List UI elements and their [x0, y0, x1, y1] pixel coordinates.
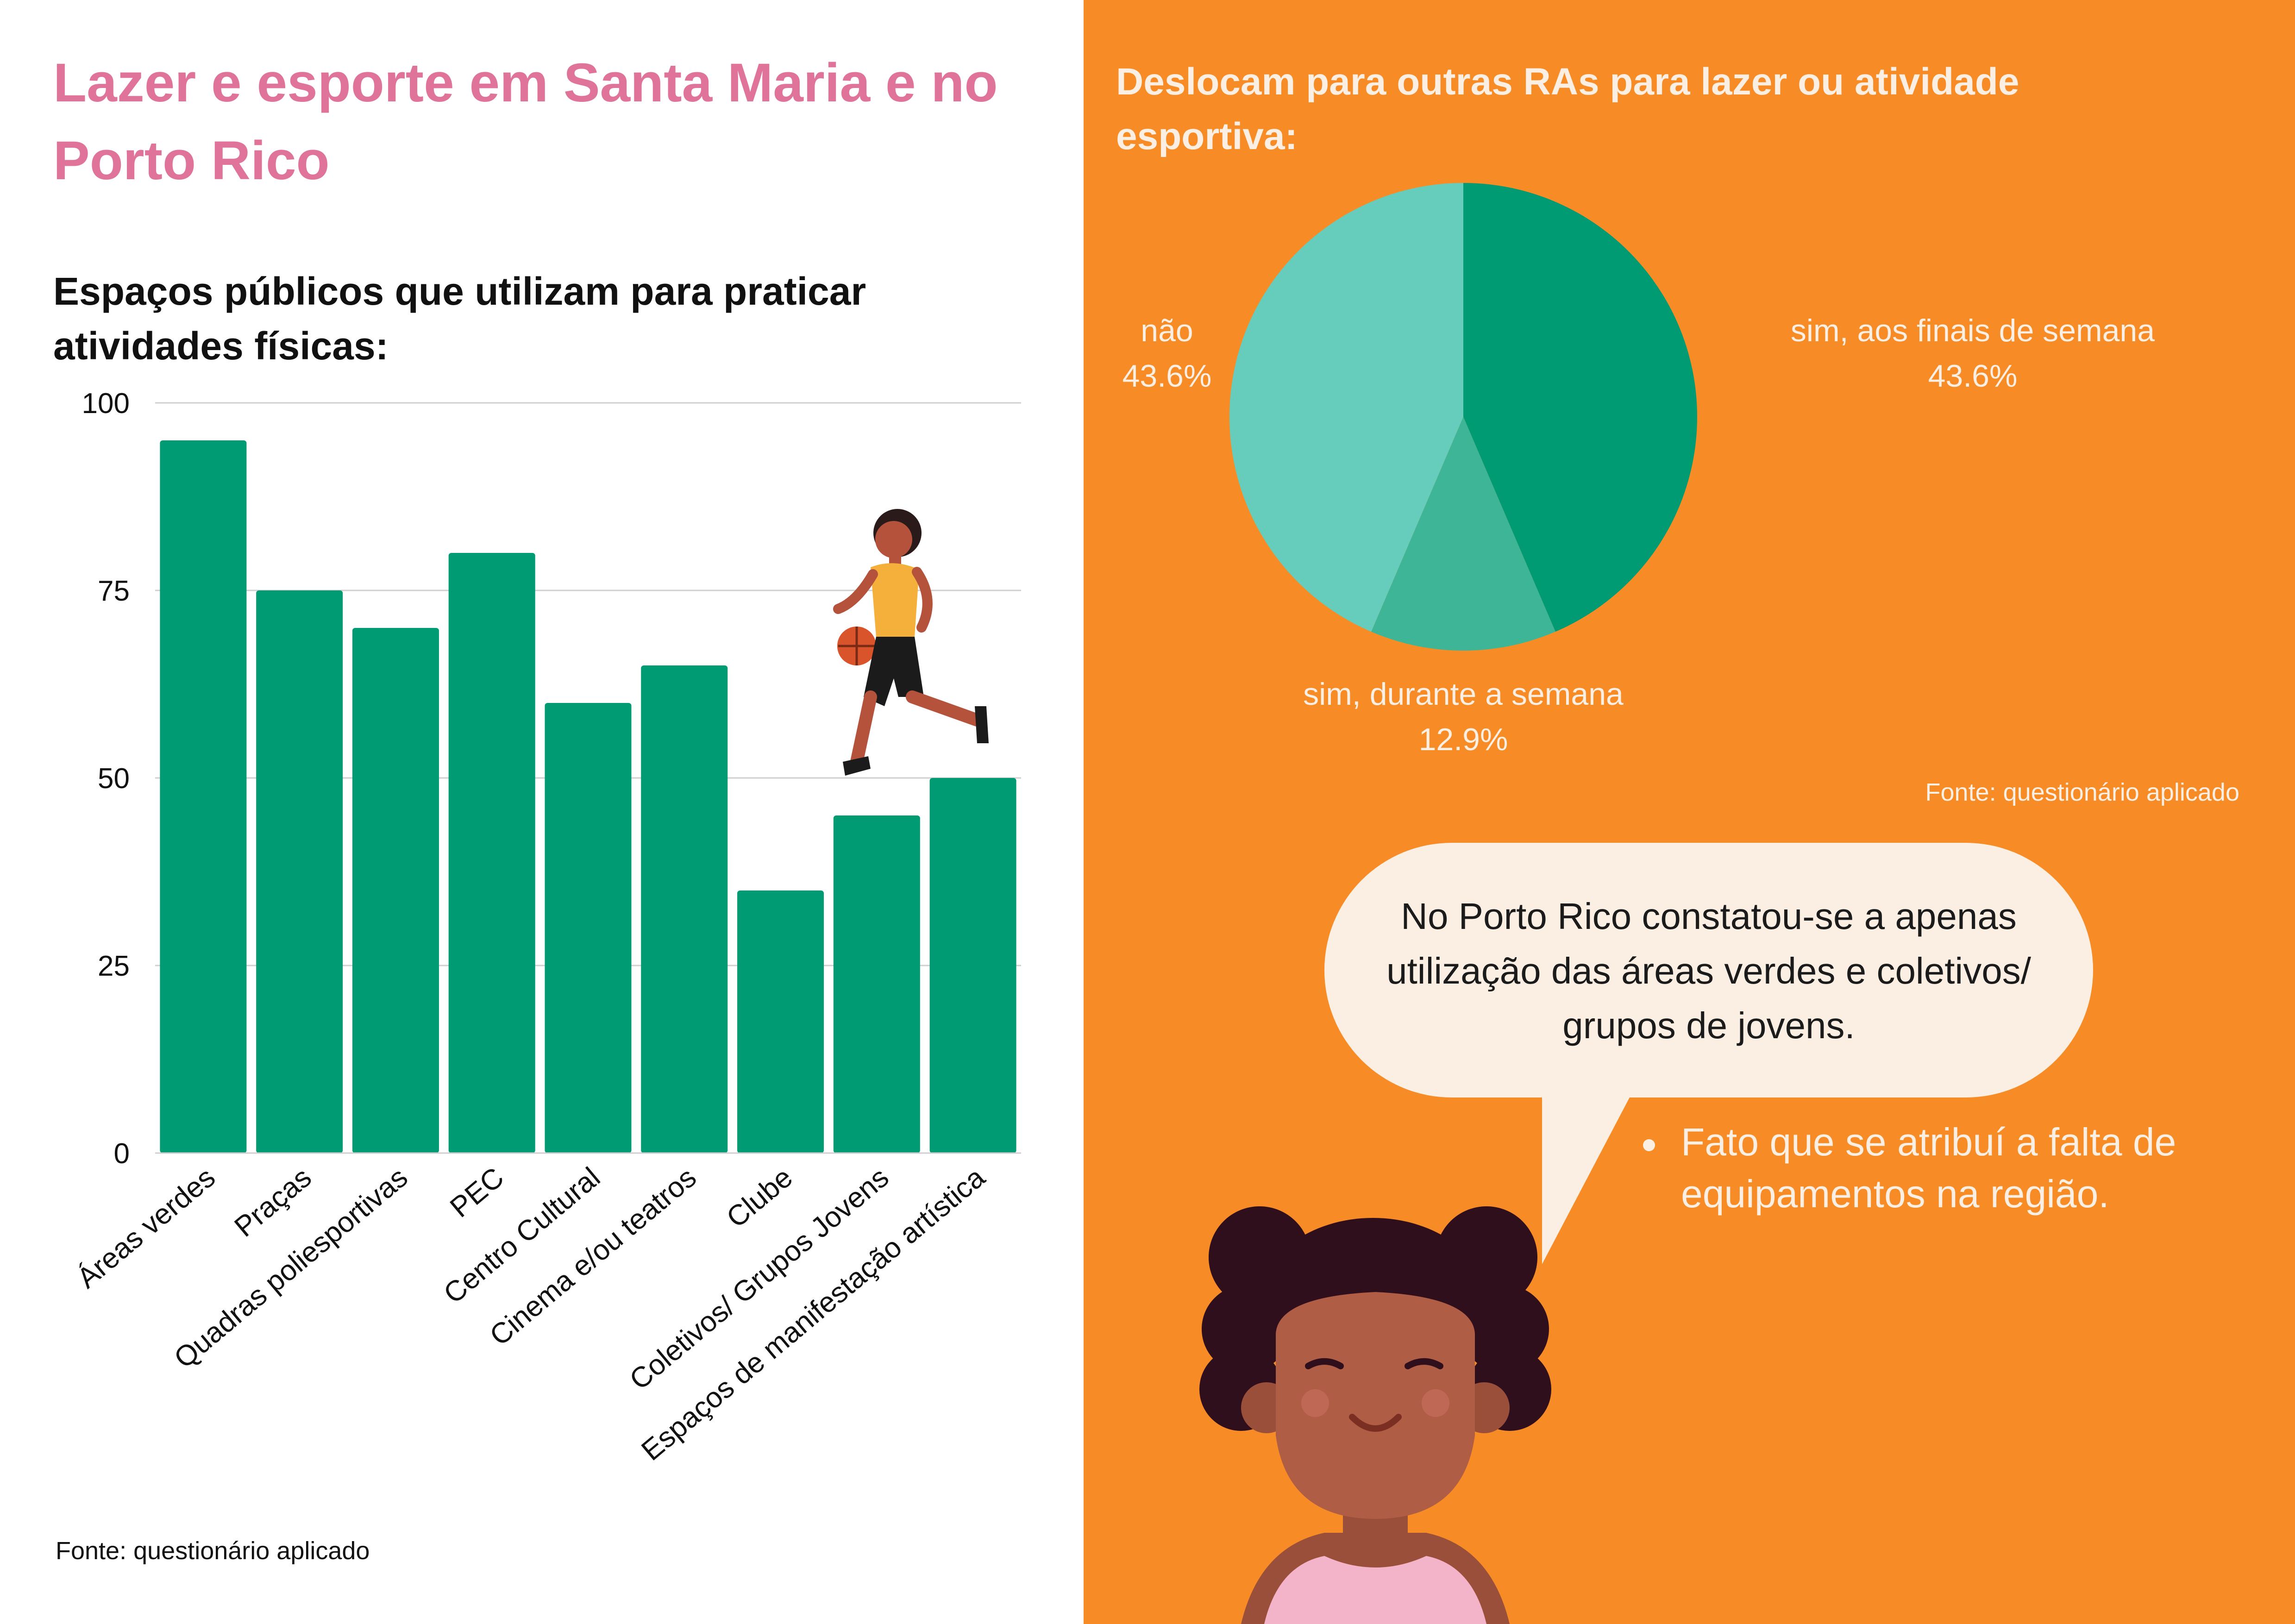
callout-text: No Porto Rico constatou-se a apenas util…	[1386, 896, 2031, 1046]
pie-label-value: 43.6%	[1122, 358, 1212, 394]
bar	[160, 440, 247, 1153]
pie-slice	[1229, 183, 1463, 632]
bar-chart-title: Espaços públicos que utilizam para prati…	[53, 270, 866, 368]
bar	[641, 665, 728, 1153]
pie-label-name: sim, durante a semana	[1303, 677, 1624, 712]
pie-chart	[1229, 183, 1697, 651]
pie-label-value: 12.9%	[1418, 722, 1508, 757]
x-tick-label: Áreas verdes	[71, 1161, 221, 1295]
pie-label-name: não	[1141, 313, 1193, 348]
x-tick-label: Praças	[228, 1161, 317, 1243]
bar	[833, 815, 920, 1153]
bar	[448, 553, 535, 1153]
y-tick-label: 100	[82, 388, 130, 420]
pie-chart-title: Deslocam para outras RAs para lazer ou a…	[1116, 61, 2019, 157]
pie-label-finais-de-semana: sim, aos finais de semana 43.6%	[1750, 308, 2195, 399]
pie-slice	[1463, 183, 1697, 632]
bar	[352, 628, 439, 1153]
y-tick-label: 0	[114, 1138, 130, 1170]
pie-label-durante-a-semana: sim, durante a semana 12.9%	[1241, 671, 1686, 762]
bar-chart-source: Fonte: questionário aplicado	[56, 1537, 370, 1565]
pie-slice	[1371, 417, 1555, 651]
page-title: Lazer e esporte em Santa Maria e no Port…	[53, 52, 998, 191]
bullet-icon	[1643, 1139, 1655, 1151]
pie-chart-source: Fonte: questionário aplicado	[1925, 778, 2239, 806]
bar	[737, 890, 824, 1153]
bar	[545, 703, 632, 1153]
bar	[929, 778, 1016, 1153]
speech-bubble	[1324, 843, 2093, 1097]
pie-label-value: 43.6%	[1928, 358, 2018, 394]
y-tick-label: 25	[98, 950, 130, 982]
bar	[256, 590, 343, 1153]
y-tick-label: 75	[98, 575, 130, 607]
x-tick-label: PEC	[444, 1161, 510, 1224]
y-tick-label: 50	[98, 763, 130, 795]
callout-bullet-text: Fato que se atribuí a falta de equipamen…	[1681, 1120, 2176, 1216]
speech-bubble-tail	[1542, 1079, 1639, 1264]
pie-label-name: sim, aos finais de semana	[1790, 313, 2155, 348]
pie-label-nao: não 43.6%	[1097, 308, 1236, 399]
x-tick-label: Clube	[721, 1161, 798, 1234]
basketball-player-illustration	[833, 509, 989, 776]
smiling-girl-illustration	[1199, 1206, 1551, 1624]
x-tick-label: Espaços de manifestação artística	[635, 1161, 991, 1467]
